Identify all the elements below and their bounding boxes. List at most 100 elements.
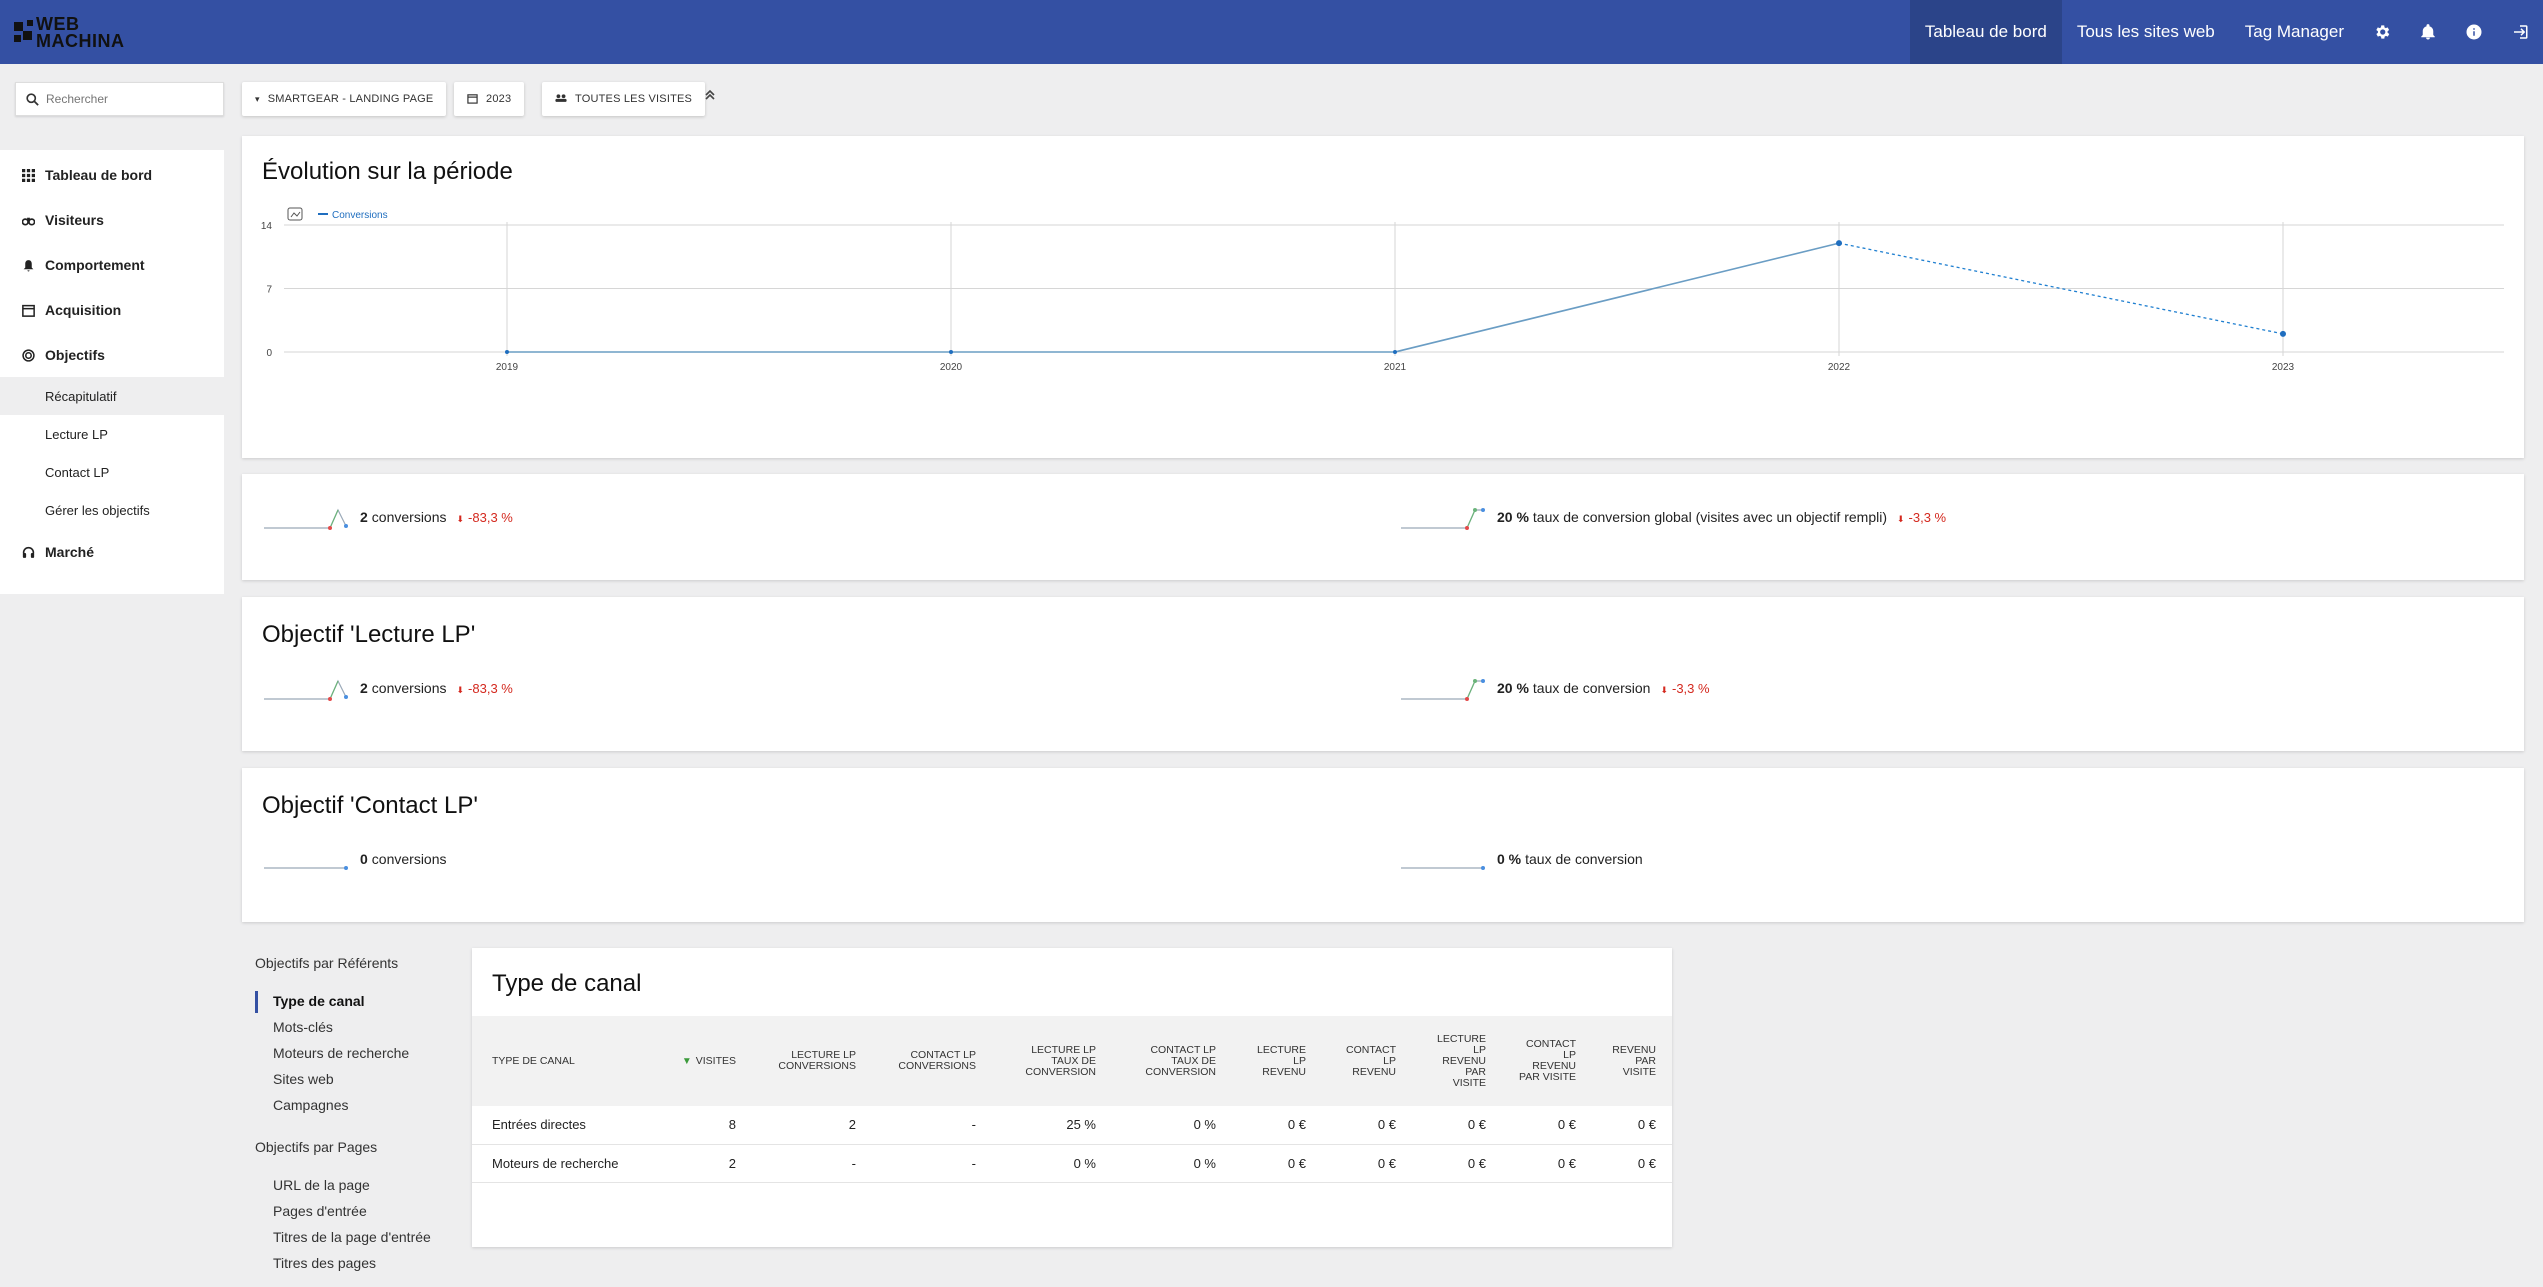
goal-contact-rate-value: 0 % [1497,851,1522,867]
link-page-url[interactable]: URL de la page [273,1177,370,1193]
column-header-line: CONTACT [1526,1038,1576,1050]
column-header-line: VISITE [1452,1076,1486,1089]
column-header-line: CONVERSION [1025,1065,1096,1078]
logo-mark-icon [14,20,33,42]
column-header-line: LECTURE LP [791,1049,856,1061]
info-icon[interactable] [2451,0,2497,64]
site-selector-button[interactable]: ▾ SMARTGEAR - LANDING PAGE [242,82,447,116]
headset-icon [20,544,36,560]
goal-lecture-conv-delta: ⬇ -83,3 % [457,681,513,696]
nav-dashboard[interactable]: Tableau de bord [1909,0,2062,64]
goal-lecture-rate-delta: ⬇ -3,3 % [1660,681,1709,696]
column-header-line: LP [1383,1054,1396,1067]
sparkline-chart [1401,866,1485,870]
period-selector-label: 2023 [486,93,512,105]
summary-rate-delta: ⬇ -3,3 % [1897,510,1946,525]
segment-selector-label: TOUTES LES VISITES [575,93,693,105]
delta-value: -3,3 % [1672,680,1710,696]
goal-contact-rate-label: taux de conversion [1525,851,1643,867]
data-point[interactable] [505,350,509,354]
notifications-bell-icon[interactable] [2405,0,2451,64]
nav-tag-manager[interactable]: Tag Manager [2244,22,2344,41]
segment-selector-button[interactable]: TOUTES LES VISITES [542,82,706,116]
link-keywords[interactable]: Mots-clés [273,1019,333,1035]
sidebar-item-dashboard[interactable]: Tableau de bord [0,155,224,195]
column-header[interactable]: CONTACT LP TAUX DE CONVERSION [1112,1016,1232,1106]
data-point[interactable] [2280,330,2286,337]
sidebar-item-label: Comportement [45,257,145,273]
logo[interactable]: WEB MACHINA [14,14,124,54]
delta-value: -3,3 % [1908,509,1947,525]
table-cell: 0 € [1592,1144,1672,1183]
link-entry-page-titles[interactable]: Titres de la page d'entrée [273,1229,431,1245]
sidebar-subitem-recap[interactable]: Récapitulatif [0,377,224,415]
table-cell: 0 € [1502,1106,1592,1145]
active-indicator [255,991,258,1013]
evolution-title: Évolution sur la période [262,158,513,185]
goal-lecture-rate: 20 % taux de conversion ⬇ -3,3 % [1399,673,1710,703]
column-header[interactable]: CONTACT LP REVENU [1322,1016,1412,1106]
search-input[interactable] [46,89,216,109]
logo-text-web: WEB [36,14,80,34]
table-row[interactable]: Moteurs de recherche 2- -0 % 0 % 0 €0 €0 €0 … [472,1144,1672,1183]
calendar-icon [20,302,36,318]
column-header[interactable]: LECTURE LP REVENU [1232,1016,1322,1106]
sparkline-chart [1401,508,1485,530]
column-header-line: TAUX DE [1171,1054,1216,1067]
column-header[interactable]: LECTURE LP REVENU PAR VISITE [1412,1016,1502,1106]
table-title: Type de canal [492,970,642,997]
column-header[interactable]: LECTURE LP CONVERSIONS [752,1016,872,1106]
link-entry-pages[interactable]: Pages d'entrée [273,1203,367,1219]
y-tick-label: 7 [266,285,272,296]
goal-contact-conv-value: 0 [360,851,368,867]
table-body: Entrées directes 8 2-25 % 0 % 0 €0 €0 €0 €0 … [472,1106,1672,1183]
summary-conversions-value: 2 [360,509,368,525]
search-box[interactable] [15,82,224,116]
sidebar-subitem-contact-lp[interactable]: Contact LP [45,464,110,480]
sidebar-item-behaviour[interactable]: Comportement [0,245,224,285]
sparkline-chart [264,508,348,530]
summary-conversions-delta: ⬇ -83,3 % [457,510,513,525]
nav-all-websites[interactable]: Tous les sites web [2076,22,2215,41]
summary-conversions-label: conversions [371,509,447,525]
goal-lecture-title: Objectif 'Lecture LP' [262,621,476,648]
data-point[interactable] [1836,240,1842,247]
table-cell: 0 € [1502,1144,1592,1183]
legend-item-conversions[interactable]: Conversions [332,210,388,221]
column-header[interactable]: TYPE DE CANAL [472,1016,662,1106]
sidebar-item-acquisition[interactable]: Acquisition [0,290,224,330]
sidebar-item-market[interactable]: Marché [0,532,224,572]
column-header[interactable]: REVENU PAR VISITE [1592,1016,1672,1106]
delta-value: -83,3 % [468,509,513,525]
column-header[interactable]: CONTACT LP REVENU PAR VISITE [1502,1016,1592,1106]
link-page-titles[interactable]: Titres des pages [273,1255,376,1271]
collapse-chevrons-up-icon[interactable] [702,88,718,108]
link-channel-type[interactable]: Type de canal [273,993,365,1009]
settings-gear-icon[interactable] [2359,0,2405,64]
sidebar-item-visitors[interactable]: Visiteurs [0,200,224,240]
table-cell: 0 € [1322,1144,1412,1183]
sidebar-item-goals[interactable]: Objectifs [0,335,224,375]
column-header[interactable]: ▼ VISITES [662,1016,752,1106]
data-point[interactable] [949,350,953,354]
period-selector-button[interactable]: 2023 [454,82,525,116]
sidebar-subitem-lecture-lp[interactable]: Lecture LP [45,426,108,442]
delta-value: -83,3 % [468,680,513,696]
sidebar-subitem-manage-goals[interactable]: Gérer les objectifs [45,502,150,518]
logout-icon[interactable] [2497,0,2543,64]
link-search-engines[interactable]: Moteurs de recherche [273,1045,410,1061]
data-point[interactable] [1393,350,1397,354]
goal-lecture-card: Objectif 'Lecture LP' 2 conversions ⬇ -83… [242,597,2524,751]
table-row[interactable]: Entrées directes 8 2-25 % 0 % 0 €0 €0 €0 €0 … [472,1106,1672,1145]
chart-export-icon[interactable] [287,207,303,221]
column-header[interactable]: CONTACT LP CONVERSIONS [872,1016,992,1106]
link-campaigns[interactable]: Campagnes [273,1097,349,1113]
link-websites[interactable]: Sites web [273,1071,334,1087]
column-header-line: PAR [1635,1054,1656,1067]
table-cell: 25 % [992,1106,1112,1145]
channel-type-table-card: Type de canal TYPE DE CANAL ▼ VISITES LECTU… [472,948,1672,1247]
table-cell: - [872,1106,992,1145]
column-header[interactable]: LECTURE LP TAUX DE CONVERSION [992,1016,1112,1106]
column-header-line: CONVERSIONS [898,1060,976,1072]
table-cell: Moteurs de recherche [472,1144,662,1183]
